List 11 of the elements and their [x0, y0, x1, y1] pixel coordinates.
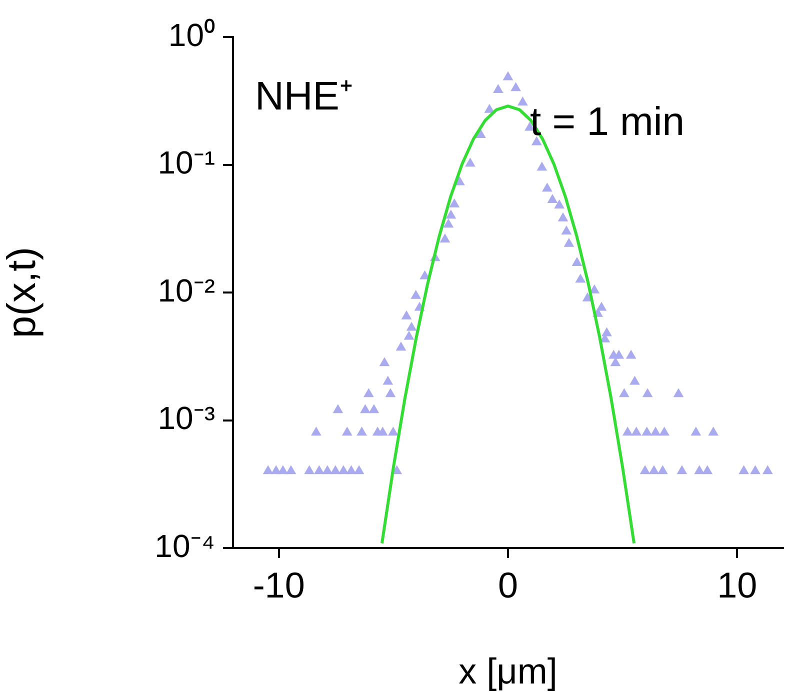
x-tick-label: -10 [252, 564, 305, 606]
y-axis-title: p(x,t) [0, 246, 44, 338]
y-tick-label: 10⁻³ [158, 400, 216, 436]
x-tick-label: 10 [717, 564, 758, 606]
annotation: NHE⁺ [255, 74, 354, 118]
y-tick-label: 10⁻¹ [158, 144, 215, 181]
y-tick-label: 10⁻² [158, 272, 216, 308]
x-axis-title: x [μm] [458, 650, 558, 692]
y-tick-label: 10⁻⁴ [154, 528, 215, 564]
x-tick-label: 0 [498, 564, 518, 606]
y-tick-label: 10⁰ [168, 16, 215, 53]
